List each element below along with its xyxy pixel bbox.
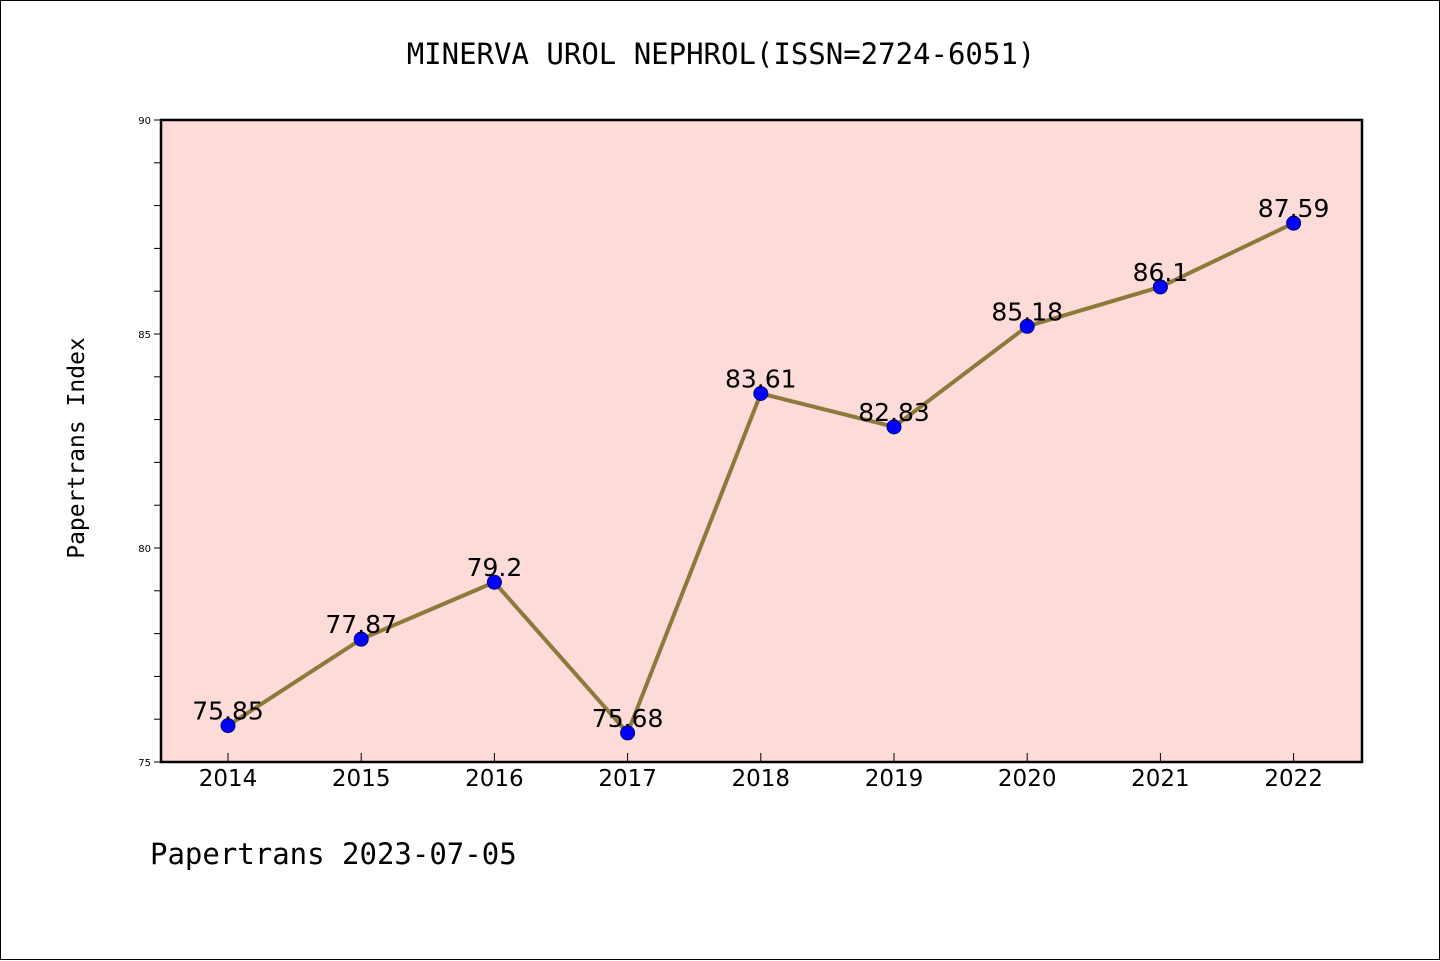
data-label: 85.18 xyxy=(991,297,1063,326)
x-tick-label: 2020 xyxy=(998,766,1057,792)
x-tick-label: 2014 xyxy=(199,766,258,792)
data-label: 79.2 xyxy=(467,553,523,582)
x-tick-label: 2016 xyxy=(465,766,524,792)
footer-credit: Papertrans 2023-07-05 xyxy=(150,837,517,871)
data-label: 83.61 xyxy=(725,364,797,393)
data-point xyxy=(353,631,369,647)
data-label: 86.1 xyxy=(1133,258,1189,287)
chart-title: MINERVA UROL NEPHROL(ISSN=2724-6051) xyxy=(406,37,1036,71)
x-tick-label: 2015 xyxy=(332,766,391,792)
data-point xyxy=(1019,318,1035,334)
y-tick-label: 85 xyxy=(138,330,151,341)
x-tick-label: 2022 xyxy=(1264,766,1323,792)
y-tick-label: 90 xyxy=(138,116,151,127)
x-tick-label: 2021 xyxy=(1131,766,1190,792)
y-tick-label: 80 xyxy=(138,544,151,555)
data-label: 82.83 xyxy=(858,398,930,427)
x-tick-label: 2017 xyxy=(598,766,657,792)
data-point xyxy=(1152,279,1168,295)
x-tick-label: 2019 xyxy=(865,766,924,792)
data-point xyxy=(886,419,902,435)
data-point xyxy=(1286,215,1302,231)
plot-area xyxy=(161,120,1362,762)
data-label: 87.59 xyxy=(1258,194,1330,223)
data-point xyxy=(220,718,236,734)
x-tick-label: 2018 xyxy=(732,766,791,792)
data-label: 75.68 xyxy=(592,704,664,733)
data-point xyxy=(753,385,769,401)
data-point xyxy=(486,574,502,590)
y-tick-label: 75 xyxy=(138,758,151,769)
plot-border xyxy=(159,118,1364,764)
data-label: 75.85 xyxy=(192,697,264,726)
data-label: 77.87 xyxy=(325,610,397,639)
data-point xyxy=(620,725,636,741)
